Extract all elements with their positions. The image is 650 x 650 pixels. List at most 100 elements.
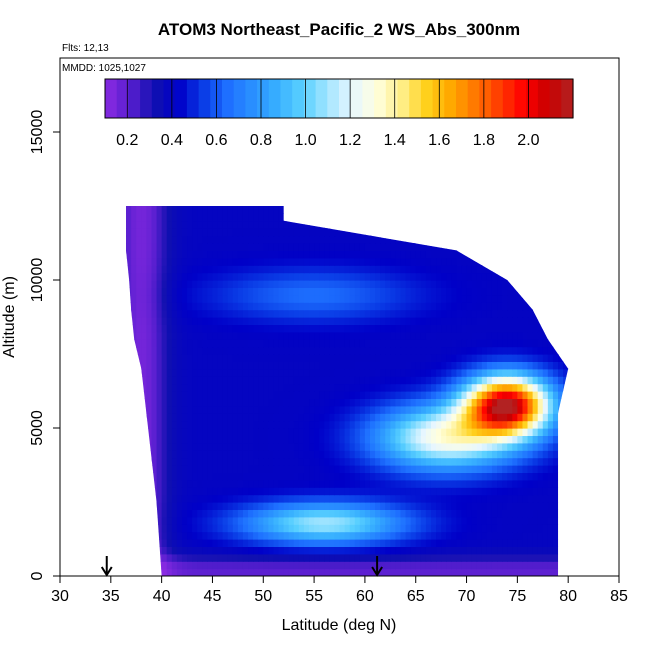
heat-cell [476,287,483,296]
heat-cell [217,442,224,451]
heat-cell [471,309,478,318]
heat-cell [486,502,493,510]
heat-cell [166,472,173,481]
heat-cell [446,280,452,288]
heat-cell [415,561,422,570]
x-tick-label: 60 [356,588,374,605]
heat-cell [497,302,503,311]
heat-cell [410,568,417,576]
heat-cell [359,220,366,229]
heat-cell [552,420,559,429]
heat-cell [263,405,269,414]
heat-cell [436,398,442,407]
heat-cell [568,553,569,562]
heat-cell [375,487,381,496]
heat-cell [237,391,244,399]
heat-cell [156,502,163,510]
heat-cell [207,206,214,214]
heat-cell [161,568,168,576]
heat-cell [166,442,173,451]
heat-cell [471,243,478,251]
colorbar-segment [456,79,469,118]
heat-cell [314,531,320,540]
heat-cell [207,220,214,229]
heat-cell [476,420,483,429]
heat-cell [527,228,534,237]
heat-cell [552,302,559,311]
heat-cell [126,398,132,407]
heat-cell [563,472,569,481]
heat-cell [237,339,244,348]
heat-cell [410,361,417,370]
heat-cell [466,339,473,348]
heat-cell [547,324,554,333]
heat-cell [268,413,275,422]
heat-cell [141,546,147,555]
heat-cell [456,294,463,303]
heat-cell [481,361,488,370]
heat-cell [497,243,503,251]
heat-cell [395,457,402,466]
heat-cell [253,206,259,214]
heat-cell [339,428,346,436]
heat-cell [471,487,478,496]
heat-cell [497,435,503,444]
heat-cell [278,479,285,488]
heat-cell [141,494,147,503]
heat-cell [476,442,483,451]
heat-cell [253,435,259,444]
heat-cell [568,398,569,407]
heat-cell [476,516,483,525]
heat-cell [354,561,361,570]
heat-cell [176,243,183,251]
heat-cell [242,568,249,576]
heat-cell [207,539,214,547]
heat-cell [207,531,214,540]
heat-cell [436,361,442,370]
heat-cell [476,235,483,244]
heat-cell [380,361,386,370]
heat-cell [502,568,508,576]
heat-cell [436,524,442,533]
heat-cell [359,206,366,214]
heat-cell [126,516,127,525]
heat-cell [436,428,442,436]
heat-cell [222,280,229,288]
heat-cell [156,346,163,355]
heat-cell [248,509,254,518]
heat-cell [517,450,524,459]
heat-cell [253,539,259,547]
heat-cell [126,272,127,281]
heat-cell [151,346,158,355]
heat-cell [176,568,183,576]
heat-cell [436,213,442,222]
heat-cell [156,398,163,407]
heat-cell [136,280,142,288]
heat-cell [364,213,371,222]
heat-cell [517,472,524,481]
heat-cell [512,553,518,562]
heat-cell [283,265,290,274]
arrow-marker-head [371,566,383,577]
heat-cell [359,420,366,429]
heat-cell [131,294,137,303]
heat-cell [527,435,534,444]
colorbar-tick-label: 0.6 [205,132,227,149]
heat-cell [227,243,234,251]
heat-cell [425,391,432,399]
heat-cell [217,428,224,436]
heat-cell [537,339,544,348]
heat-cell [400,435,407,444]
heat-cell [349,324,356,333]
heat-cell [568,294,569,303]
heat-cell [537,413,544,422]
heat-cell [430,391,437,399]
heat-cell [268,472,275,481]
heat-cell [532,457,539,466]
heat-cell [481,309,488,318]
heat-cell [217,450,224,459]
heat-cell [288,553,295,562]
heat-cell [481,368,488,377]
heat-cell [303,250,310,259]
heat-cell [558,502,564,510]
